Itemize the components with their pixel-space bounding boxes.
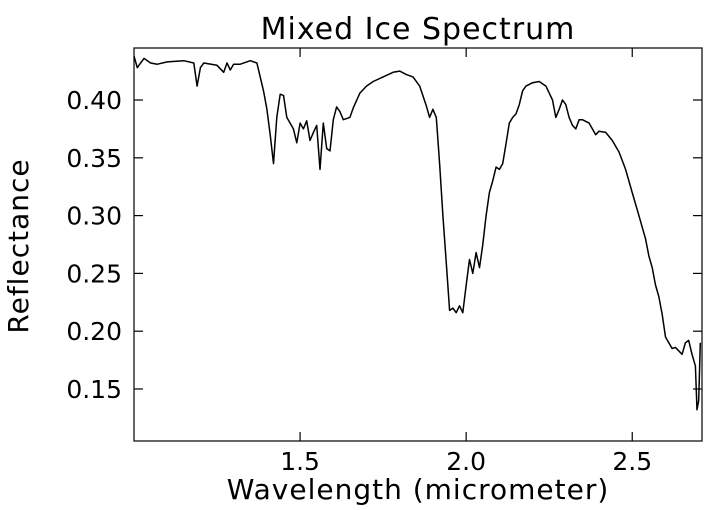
y-axis-title: Reflectance xyxy=(2,158,35,333)
y-tick-label: 0.15 xyxy=(66,375,122,404)
x-tick-label: 2.0 xyxy=(446,447,486,476)
x-tick-label: 2.5 xyxy=(612,447,652,476)
y-axis: 0.15 0.20 0.25 0.30 0.35 0.40 xyxy=(66,86,702,404)
y-tick-label: 0.25 xyxy=(66,259,122,288)
y-tick-label: 0.35 xyxy=(66,144,122,173)
reflectance-line xyxy=(133,55,702,411)
y-tick-label: 0.40 xyxy=(66,86,122,115)
x-axis-title: Wavelength (micrometer) xyxy=(227,473,610,506)
y-tick-label: 0.20 xyxy=(66,317,122,346)
y-tick-label: 0.30 xyxy=(66,202,122,231)
plot-frame xyxy=(133,47,703,442)
x-tick-label: 1.5 xyxy=(280,447,320,476)
x-axis: 1.5 2.0 2.5 xyxy=(280,48,652,476)
chart-title: Mixed Ice Spectrum xyxy=(261,12,576,47)
